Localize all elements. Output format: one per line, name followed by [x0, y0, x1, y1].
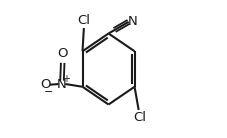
- Text: N: N: [57, 78, 67, 91]
- Text: O: O: [57, 47, 68, 60]
- Text: N: N: [127, 15, 137, 28]
- Text: O: O: [40, 78, 51, 91]
- Text: −: −: [44, 87, 53, 97]
- Text: +: +: [62, 74, 69, 84]
- Text: Cl: Cl: [132, 111, 145, 124]
- Text: Cl: Cl: [77, 14, 90, 27]
